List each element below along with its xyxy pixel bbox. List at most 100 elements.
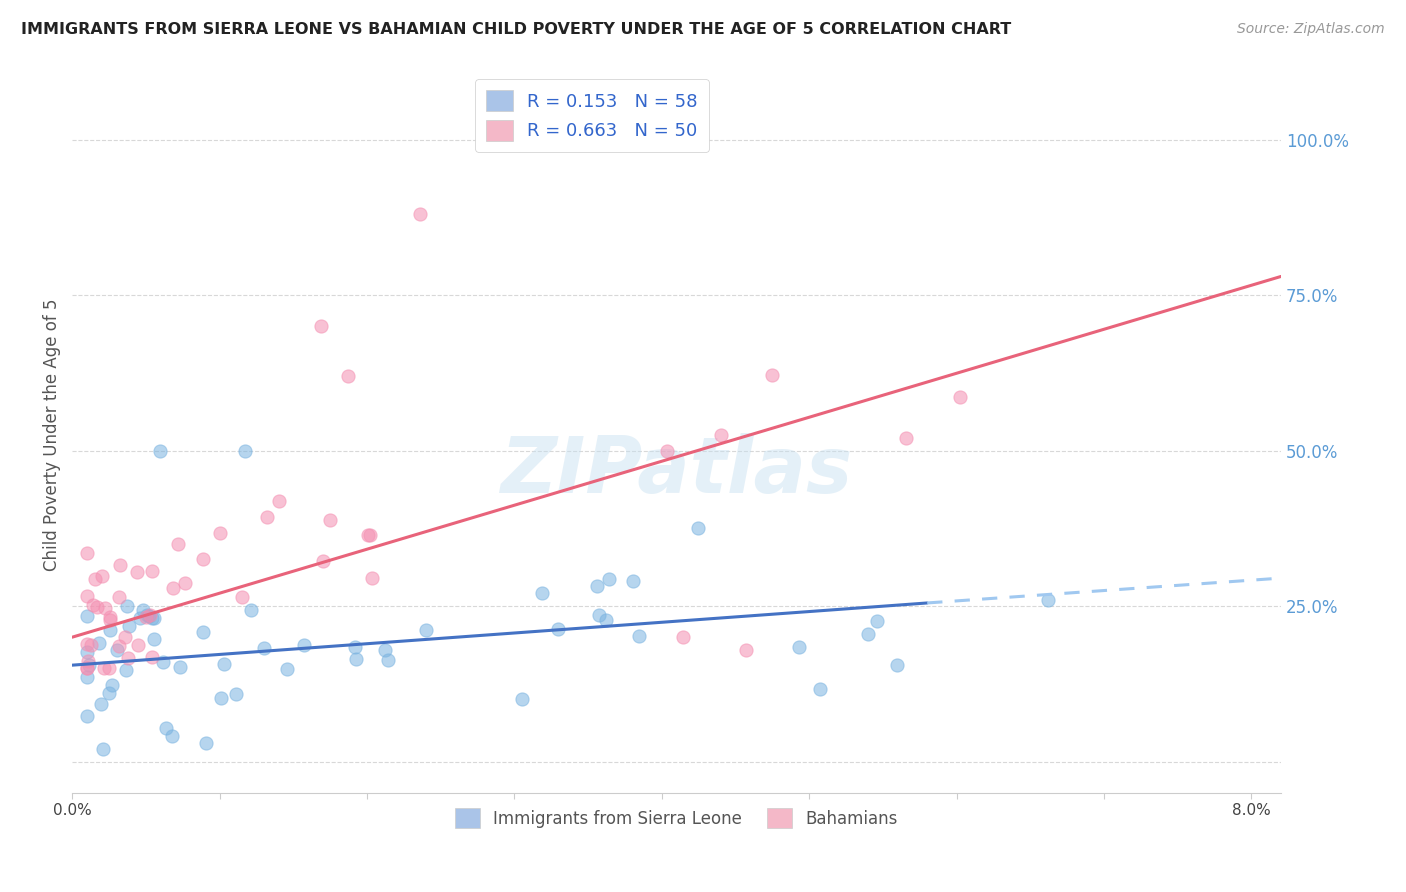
Text: ZIPatlas: ZIPatlas xyxy=(501,433,852,508)
Point xyxy=(344,652,367,666)
Point xyxy=(142,611,165,625)
Point xyxy=(91,742,114,756)
Point xyxy=(312,554,335,568)
Point xyxy=(98,686,121,700)
Point xyxy=(152,655,174,669)
Point xyxy=(866,614,889,628)
Point xyxy=(761,368,783,383)
Point xyxy=(1036,593,1059,607)
Point xyxy=(319,513,342,527)
Point xyxy=(76,709,98,723)
Point xyxy=(949,390,972,404)
Point xyxy=(623,574,645,588)
Point xyxy=(671,630,693,644)
Point xyxy=(117,650,139,665)
Point xyxy=(108,590,131,604)
Point xyxy=(586,579,609,593)
Point xyxy=(76,589,98,603)
Point xyxy=(409,207,432,221)
Point xyxy=(162,581,184,595)
Point xyxy=(547,622,569,636)
Point xyxy=(135,607,157,622)
Point xyxy=(212,657,235,672)
Point xyxy=(810,682,832,697)
Point xyxy=(76,609,98,624)
Point xyxy=(336,368,359,383)
Point xyxy=(98,610,121,624)
Point xyxy=(588,608,610,623)
Point xyxy=(710,428,733,442)
Point xyxy=(149,443,172,458)
Point xyxy=(174,575,197,590)
Point xyxy=(231,590,253,604)
Text: Source: ZipAtlas.com: Source: ZipAtlas.com xyxy=(1237,22,1385,37)
Point xyxy=(686,521,709,535)
Point xyxy=(789,640,811,654)
Point xyxy=(239,603,262,617)
Point xyxy=(360,571,382,585)
Point xyxy=(269,493,291,508)
Point xyxy=(135,610,157,624)
Point xyxy=(76,637,98,651)
Point xyxy=(139,608,162,623)
Point xyxy=(886,657,908,672)
Point xyxy=(110,558,132,572)
Point xyxy=(77,658,100,673)
Point xyxy=(141,649,163,664)
Point xyxy=(735,642,758,657)
Point xyxy=(125,565,148,579)
Point xyxy=(225,687,247,701)
Point xyxy=(209,690,232,705)
Point xyxy=(311,319,333,334)
Point xyxy=(208,525,231,540)
Point xyxy=(89,636,111,650)
Point xyxy=(233,443,256,458)
Point xyxy=(510,692,533,706)
Legend: Immigrants from Sierra Leone, Bahamians: Immigrants from Sierra Leone, Bahamians xyxy=(449,802,904,834)
Point xyxy=(115,663,138,677)
Point xyxy=(90,569,112,583)
Point xyxy=(141,611,163,625)
Point xyxy=(195,736,218,750)
Y-axis label: Child Poverty Under the Age of 5: Child Poverty Under the Age of 5 xyxy=(44,299,60,571)
Point xyxy=(76,645,98,659)
Point xyxy=(80,639,103,653)
Point xyxy=(595,613,617,627)
Point xyxy=(98,624,121,638)
Point xyxy=(76,670,98,684)
Point xyxy=(86,600,108,615)
Point xyxy=(94,600,117,615)
Point xyxy=(101,678,124,692)
Point xyxy=(531,586,554,600)
Point xyxy=(628,629,651,643)
Point xyxy=(138,608,160,623)
Point xyxy=(415,623,437,637)
Point xyxy=(357,528,380,542)
Point xyxy=(105,643,128,657)
Point xyxy=(93,661,115,675)
Point xyxy=(143,632,166,647)
Point xyxy=(155,722,177,736)
Point xyxy=(118,619,141,633)
Text: IMMIGRANTS FROM SIERRA LEONE VS BAHAMIAN CHILD POVERTY UNDER THE AGE OF 5 CORREL: IMMIGRANTS FROM SIERRA LEONE VS BAHAMIAN… xyxy=(21,22,1011,37)
Point xyxy=(76,661,98,675)
Point xyxy=(657,443,679,458)
Point xyxy=(132,603,155,617)
Point xyxy=(856,626,879,640)
Point xyxy=(167,537,190,551)
Point xyxy=(894,431,917,445)
Point xyxy=(115,599,138,613)
Point xyxy=(98,613,121,627)
Point xyxy=(107,640,129,654)
Point xyxy=(141,564,163,578)
Point xyxy=(127,638,149,652)
Point xyxy=(97,661,120,675)
Point xyxy=(162,729,184,743)
Point xyxy=(169,660,191,674)
Point xyxy=(359,528,381,542)
Point xyxy=(276,662,298,676)
Point xyxy=(82,598,104,612)
Point xyxy=(377,652,399,666)
Point xyxy=(84,573,107,587)
Point xyxy=(77,654,100,668)
